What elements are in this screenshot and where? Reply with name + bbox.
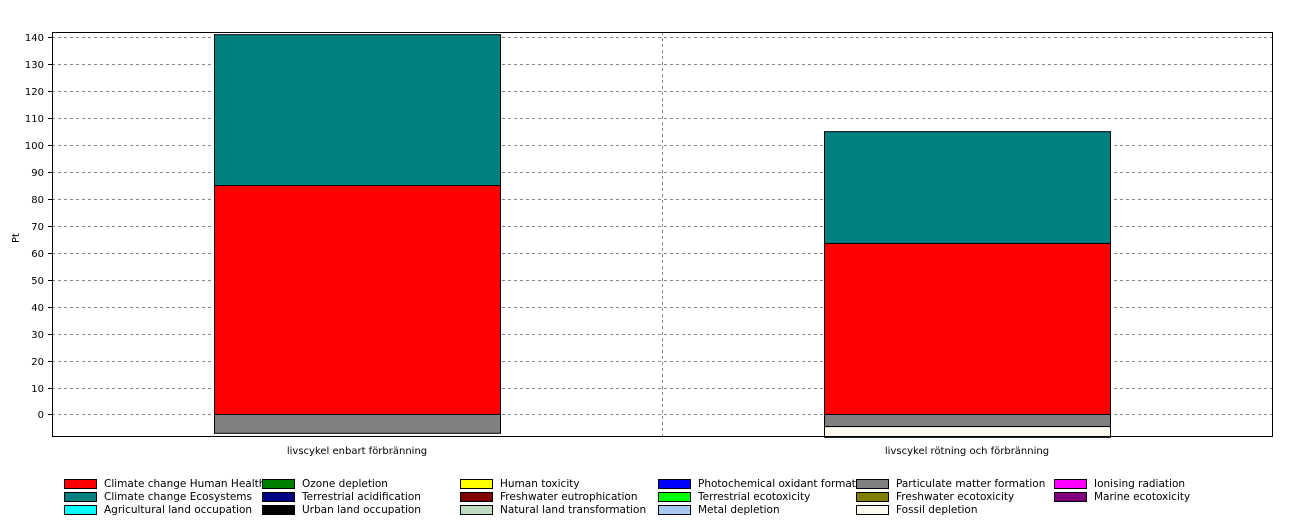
legend-label: Natural land transformation bbox=[500, 503, 647, 516]
legend-item: Agricultural land occupation bbox=[64, 503, 252, 516]
legend-item: Natural land transformation bbox=[460, 503, 646, 516]
legend-swatch bbox=[856, 504, 889, 515]
y-tick-label: 40 bbox=[31, 303, 44, 314]
legend-label: Urban land occupation bbox=[302, 503, 421, 516]
legend-swatch bbox=[658, 504, 691, 515]
y-tick-label: 110 bbox=[25, 114, 44, 125]
legend-item: Human toxicity bbox=[460, 477, 580, 490]
legend-item: Freshwater ecotoxicity bbox=[856, 490, 1014, 503]
legend-item: Urban land occupation bbox=[262, 503, 421, 516]
bar-segment bbox=[214, 34, 501, 187]
y-tick-label: 120 bbox=[25, 87, 44, 98]
legend-label: Ozone depletion bbox=[302, 477, 388, 490]
legend-label: Terrestrial acidification bbox=[302, 490, 421, 503]
y-tick-label: 80 bbox=[31, 195, 44, 206]
y-tick-label: 0 bbox=[38, 410, 44, 421]
legend-label: Photochemical oxidant formation bbox=[698, 477, 872, 490]
legend: Climate change Human Health Ozone depleti… bbox=[64, 477, 1294, 522]
legend-swatch bbox=[262, 504, 295, 515]
legend-swatch bbox=[1054, 478, 1087, 489]
legend-swatch bbox=[64, 491, 97, 502]
legend-swatch bbox=[262, 478, 295, 489]
bar-segment bbox=[214, 185, 501, 415]
legend-swatch bbox=[1054, 491, 1087, 502]
legend-swatch bbox=[460, 478, 493, 489]
x-category-label: livscykel enbart förbränning bbox=[287, 446, 427, 457]
legend-label: Human toxicity bbox=[500, 477, 580, 490]
legend-label: Terrestrial ecotoxicity bbox=[698, 490, 811, 503]
legend-item: Freshwater eutrophication bbox=[460, 490, 638, 503]
legend-label: Metal depletion bbox=[698, 503, 780, 516]
y-tick-label: 20 bbox=[31, 357, 44, 368]
bars bbox=[214, 34, 1111, 438]
plot-frame bbox=[52, 32, 1273, 437]
legend-label: Fossil depletion bbox=[896, 503, 978, 516]
legend-item: Ionising radiation bbox=[1054, 477, 1185, 490]
chart: 0 10 20 30 40 50 60 70 80 90 100 110 120 130 140 livscy… bbox=[11, 32, 1273, 457]
legend-label: Climate change Human Health bbox=[104, 477, 266, 490]
y-tick-label: 100 bbox=[25, 141, 44, 152]
legend-swatch bbox=[658, 491, 691, 502]
y-tick-label: 30 bbox=[31, 330, 44, 341]
legend-label: Climate change Ecosystems bbox=[104, 490, 252, 503]
y-tick-label: 90 bbox=[31, 168, 44, 179]
legend-item: Climate change Human Health bbox=[64, 477, 265, 490]
legend-label: Marine ecotoxicity bbox=[1094, 490, 1191, 503]
legend-item: Marine ecotoxicity bbox=[1054, 490, 1190, 503]
y-tick-label: 10 bbox=[31, 384, 44, 395]
legend-swatch bbox=[658, 478, 691, 489]
legend-swatch bbox=[856, 491, 889, 502]
y-tick-label: 70 bbox=[31, 222, 44, 233]
bar-segment bbox=[824, 413, 1111, 428]
legend-label: Particulate matter formation bbox=[896, 477, 1046, 490]
legend-item: Terrestrial acidification bbox=[262, 490, 421, 503]
legend-item: Metal depletion bbox=[658, 503, 780, 516]
bar-segment bbox=[824, 426, 1111, 438]
legend-item: Terrestrial ecotoxicity bbox=[658, 490, 810, 503]
y-axis-label: Pt bbox=[11, 233, 22, 243]
legend-item: Ozone depletion bbox=[262, 477, 388, 490]
x-category-label: livscykel rötning och förbränning bbox=[885, 446, 1049, 457]
y-tick-label: 130 bbox=[25, 60, 44, 71]
legend-swatch bbox=[64, 478, 97, 489]
legend-item: Fossil depletion bbox=[856, 503, 977, 516]
legend-swatch bbox=[856, 478, 889, 489]
legend-item: Photochemical oxidant formation bbox=[658, 477, 872, 490]
legend-item: Climate change Ecosystems bbox=[64, 490, 252, 503]
legend-label: Freshwater ecotoxicity bbox=[896, 490, 1015, 503]
legend-swatch bbox=[460, 491, 493, 502]
legend-label: Agricultural land occupation bbox=[104, 503, 253, 516]
y-tick-label: 60 bbox=[31, 249, 44, 260]
legend-swatch bbox=[64, 504, 97, 515]
legend-swatch bbox=[460, 504, 493, 515]
legend-item: Particulate matter formation bbox=[856, 477, 1045, 490]
y-tick-label: 140 bbox=[25, 33, 44, 44]
legend-label: Ionising radiation bbox=[1094, 477, 1186, 490]
y-tick-label: 50 bbox=[31, 276, 44, 287]
legend-label: Freshwater eutrophication bbox=[500, 490, 638, 503]
bar-segment bbox=[824, 242, 1111, 415]
axes: 0 10 20 30 40 50 60 70 80 90 100 110 120 130 140 livscy… bbox=[25, 32, 1273, 457]
bar-segment bbox=[214, 413, 501, 434]
legend-swatch bbox=[262, 491, 295, 502]
bar-segment bbox=[824, 131, 1111, 244]
